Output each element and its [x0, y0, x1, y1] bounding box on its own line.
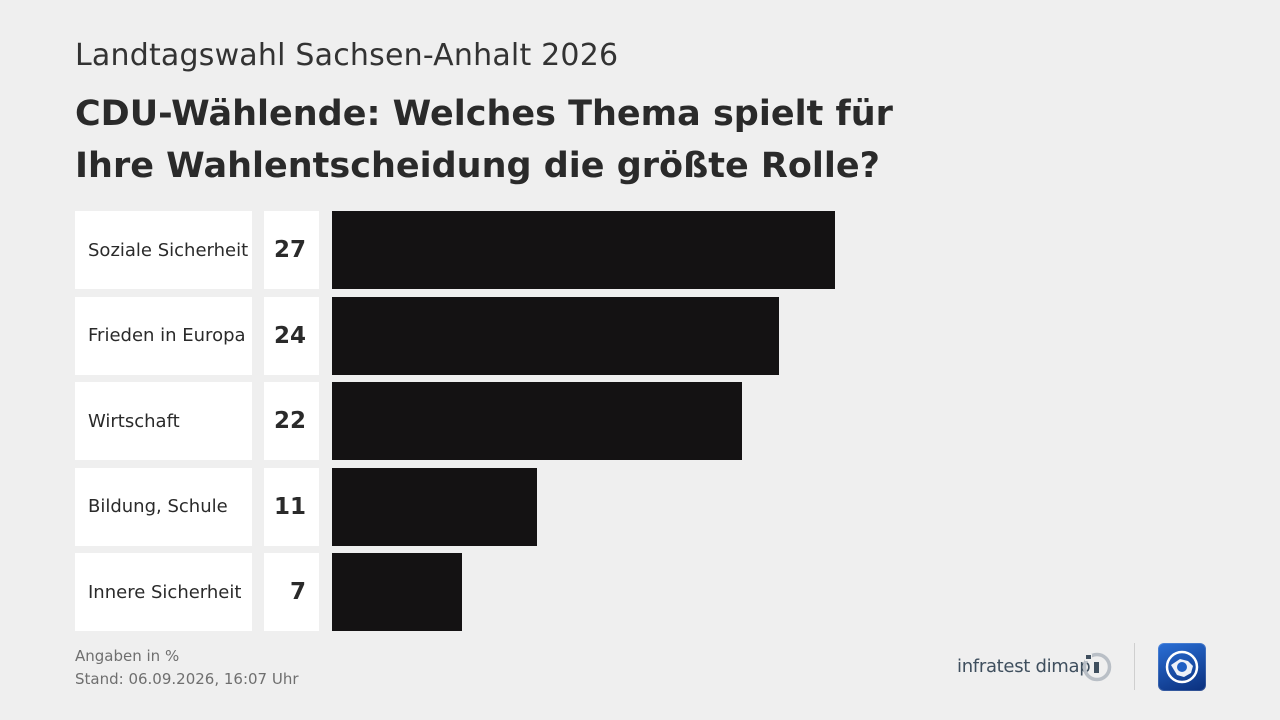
bar [332, 211, 835, 289]
value-label: 7 [264, 553, 319, 631]
brand-name: infratest dimap [957, 656, 1091, 677]
bar [332, 467, 537, 546]
category-label: Frieden in Europa [75, 296, 252, 375]
bar [332, 553, 462, 631]
timestamp: Stand: 06.09.2026, 16:07 Uhr [75, 670, 299, 688]
infratest-dimap-logo-icon [1082, 652, 1112, 682]
category-label: Wirtschaft [75, 382, 252, 460]
category-label: Bildung, Schule [75, 467, 252, 546]
unit-note: Angaben in % [75, 647, 180, 665]
footer-divider [1134, 643, 1135, 690]
bar [332, 296, 779, 375]
value-label: 27 [264, 211, 319, 289]
value-label: 11 [264, 467, 319, 546]
chart-supertitle: Landtagswahl Sachsen-Anhalt 2026 [75, 38, 619, 73]
category-label: Innere Sicherheit [75, 553, 252, 631]
category-label: Soziale Sicherheit [75, 211, 252, 289]
chart-title: CDU-Wählende: Welches Thema spielt für I… [75, 94, 893, 186]
tagesschau-logo-icon [1158, 643, 1206, 691]
value-label: 22 [264, 382, 319, 460]
value-label: 24 [264, 296, 319, 375]
bar [332, 382, 742, 460]
